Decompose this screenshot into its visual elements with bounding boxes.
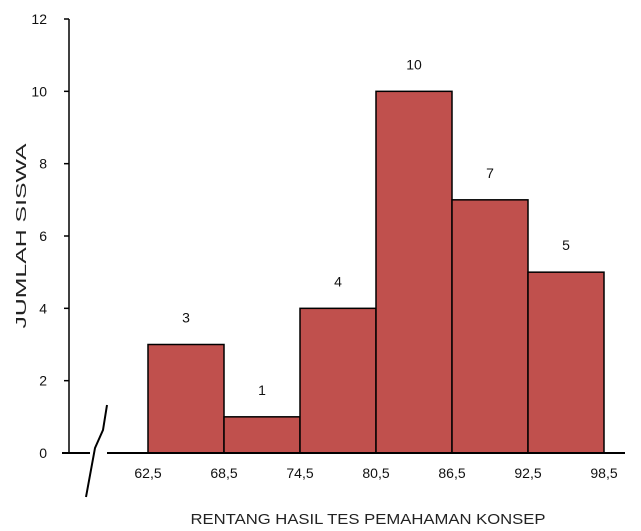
data-labels-layer: 3 1 4 10 7 5 [182, 56, 570, 398]
x-tick-label: 98,5 [590, 465, 617, 481]
y-tick-label: 12 [31, 11, 47, 27]
y-tick-label: 4 [39, 300, 47, 316]
bar-value-label: 3 [182, 310, 190, 326]
bar-value-label: 7 [486, 165, 494, 181]
y-tick-label: 0 [39, 445, 47, 461]
y-axis-title: JUMLAH SISWA [13, 144, 30, 329]
bar-value-label: 10 [406, 56, 422, 72]
x-axis-title: RENTANG HASIL TES PEMAHAMAN KONSEP [191, 511, 546, 528]
histogram-bar [299, 307, 377, 454]
histogram-bar [375, 90, 453, 454]
axis-break-mark [85, 404, 108, 498]
bar-value-label: 1 [258, 382, 266, 398]
x-tick-label: 68,5 [210, 465, 237, 481]
x-tick-label: 92,5 [514, 465, 541, 481]
bar-value-label: 4 [334, 273, 342, 289]
histogram-bar [147, 343, 225, 454]
histogram-bar [527, 271, 605, 454]
y-tick-label: 10 [31, 83, 47, 99]
y-tick-label: 6 [39, 228, 47, 244]
histogram-bar [451, 199, 529, 454]
histogram-bar [223, 416, 301, 454]
bars-layer [147, 90, 605, 454]
x-tick-label: 74,5 [286, 465, 313, 481]
y-tick-label: 8 [39, 156, 47, 172]
bar-value-label: 5 [562, 237, 570, 253]
y-tick-label: 2 [39, 373, 47, 389]
x-tick-label: 62,5 [134, 465, 161, 481]
y-ticks-layer: 0 2 4 6 8 10 12 [31, 11, 69, 461]
x-tick-label: 86,5 [438, 465, 465, 481]
x-tick-label: 80,5 [362, 465, 389, 481]
x-ticks-layer: 62,5 68,5 74,5 80,5 86,5 92,5 98,5 [134, 465, 617, 481]
